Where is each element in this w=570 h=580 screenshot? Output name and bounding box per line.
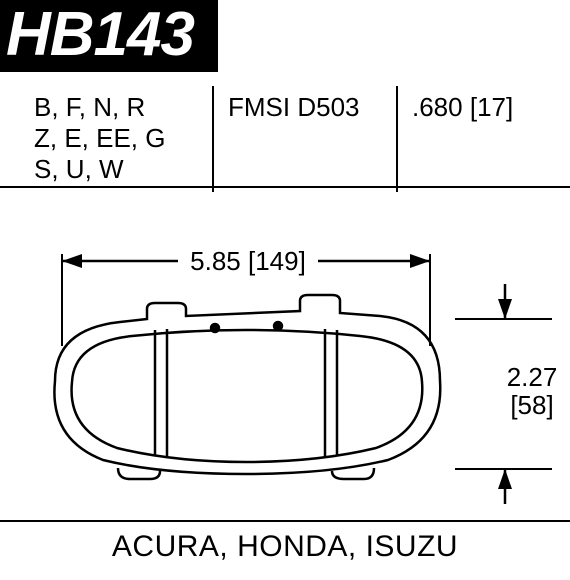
spec-row: B, F, N, R Z, E, EE, G S, U, W FMSI D503… — [0, 86, 570, 188]
part-number-badge: HB143 — [0, 0, 218, 72]
thickness-inches: .680 — [412, 92, 463, 122]
compounds-line-1: B, F, N, R — [34, 92, 209, 123]
width-mm: [149] — [248, 246, 306, 276]
thickness-mm: [17] — [470, 92, 513, 122]
height-dimension: 2.27 [58] — [455, 284, 557, 504]
pad-outline — [54, 295, 440, 479]
fmsi-column: FMSI D503 — [212, 86, 403, 192]
height-inches: 2.27 — [507, 362, 558, 392]
compounds-column: B, F, N, R Z, E, EE, G S, U, W — [34, 86, 209, 192]
thickness-column: .680 [17] — [396, 86, 570, 192]
compounds-line-3: S, U, W — [34, 154, 209, 185]
brake-pad-diagram: 5.85 [149] 2.27 [58] — [0, 196, 570, 496]
height-mm: [58] — [510, 390, 553, 420]
width-inches: 5.85 — [190, 246, 241, 276]
compounds-line-2: Z, E, EE, G — [34, 123, 209, 154]
svg-text:5.85 [149]: 5.85 [149] — [190, 246, 306, 276]
vehicle-makes: ACURA, HONDA, ISUZU — [0, 520, 570, 580]
fmsi-value: FMSI D503 — [228, 92, 403, 123]
